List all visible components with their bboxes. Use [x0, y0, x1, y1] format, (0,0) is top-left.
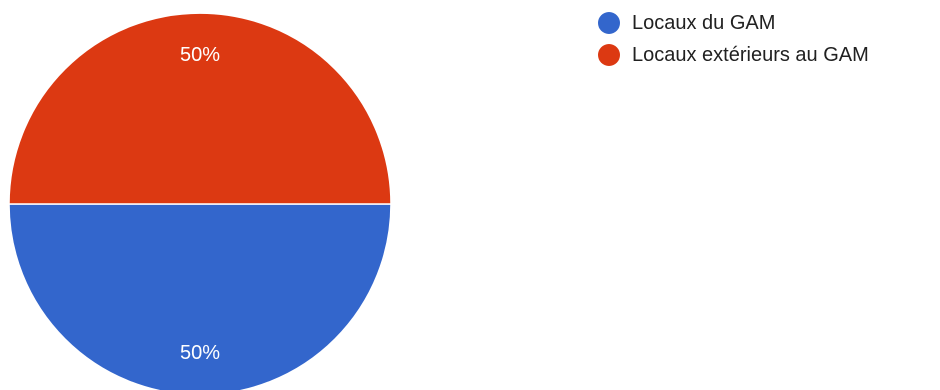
pie-slice-label-locaux-du-gam: 50%	[180, 342, 220, 364]
pie-slice-label-locaux-exterieurs-au-gam: 50%	[180, 44, 220, 66]
legend-label-locaux-exterieurs: Locaux extérieurs au GAM	[632, 43, 869, 66]
pie-slices	[8, 12, 392, 390]
legend-label-locaux-du-gam: Locaux du GAM	[632, 11, 776, 34]
pie-plot-area: 50% 50%	[8, 12, 392, 390]
legend-item-locaux-du-gam[interactable]: Locaux du GAM	[598, 8, 869, 38]
pie-slice-labels: 50% 50%	[180, 44, 220, 364]
legend-item-locaux-exterieurs[interactable]: Locaux extérieurs au GAM	[598, 40, 869, 70]
pie-slice-locaux-exterieurs-au-gam[interactable]	[8, 12, 392, 205]
chart-legend: Locaux du GAM Locaux extérieurs au GAM	[598, 8, 869, 72]
legend-swatch-locaux-du-gam	[598, 12, 620, 34]
legend-swatch-locaux-exterieurs	[598, 44, 620, 66]
pie-slice-locaux-du-gam[interactable]	[8, 203, 392, 390]
